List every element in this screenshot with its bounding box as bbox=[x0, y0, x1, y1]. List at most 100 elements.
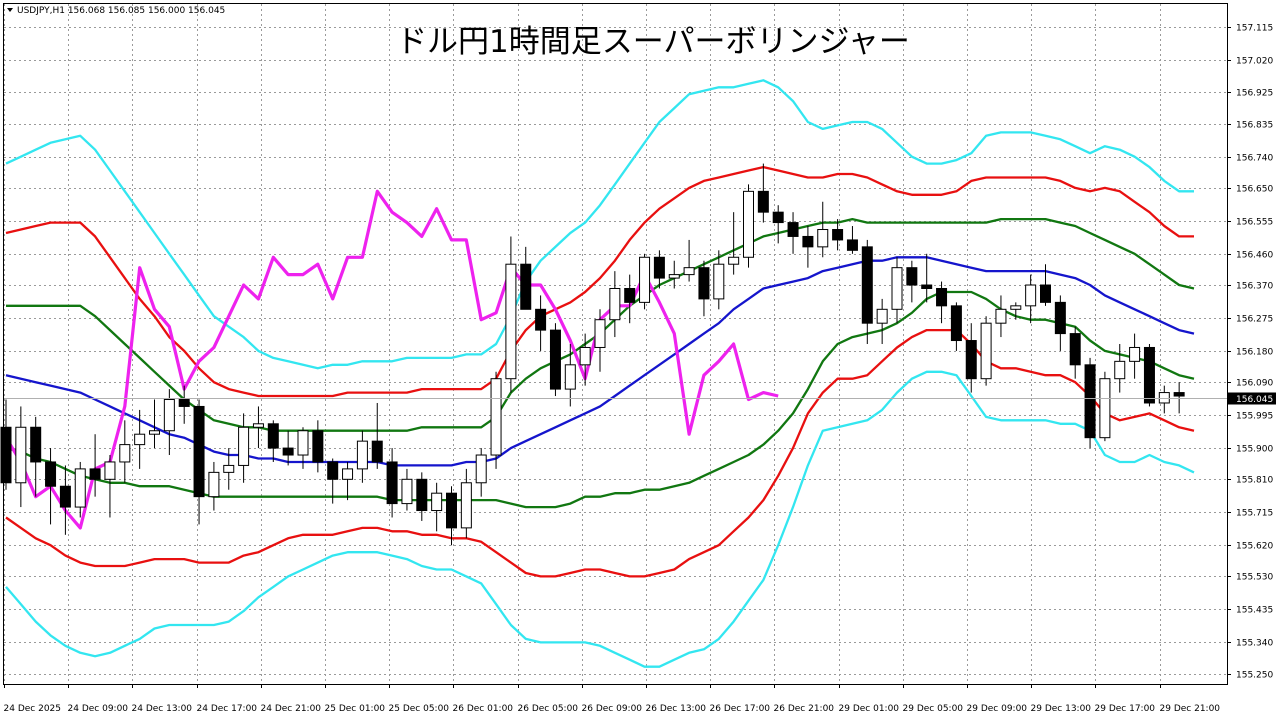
candle-body bbox=[802, 235, 814, 248]
candle-body bbox=[89, 468, 101, 480]
chart-title: ドル円1時間足スーパーボリンジャー bbox=[396, 24, 910, 60]
time-tick-label: 29 Dec 21:00 bbox=[1160, 704, 1221, 714]
time-tick-label: 25 Dec 05:00 bbox=[389, 704, 450, 714]
candlesticks bbox=[0, 163, 1185, 546]
candle bbox=[743, 184, 754, 268]
candle bbox=[698, 260, 710, 317]
band-+2σ bbox=[5, 165, 1194, 398]
price-tick-label: 156.650 bbox=[1236, 185, 1273, 195]
candle-body bbox=[950, 305, 962, 342]
candle bbox=[238, 413, 250, 483]
candle-body bbox=[45, 461, 57, 487]
candle-body bbox=[728, 256, 740, 265]
price-tick-label: 156.835 bbox=[1236, 121, 1273, 131]
candle bbox=[1129, 333, 1141, 379]
candle bbox=[446, 486, 457, 546]
candle-body bbox=[1054, 301, 1066, 335]
time-tick-label: 29 Dec 09:00 bbox=[967, 704, 1028, 714]
candle-body bbox=[668, 274, 680, 279]
candle-body bbox=[594, 319, 606, 348]
candle-body bbox=[15, 426, 27, 484]
candle-body bbox=[104, 461, 116, 480]
price-tick-label: 155.620 bbox=[1236, 542, 1273, 552]
candle bbox=[312, 420, 324, 473]
band--3σ bbox=[5, 370, 1195, 668]
time-tick-label: 26 Dec 01:00 bbox=[453, 704, 514, 714]
candle bbox=[252, 406, 264, 449]
candle-body bbox=[490, 378, 502, 456]
candle bbox=[134, 409, 146, 469]
candle bbox=[1025, 274, 1037, 324]
candle-body bbox=[891, 267, 903, 310]
candle bbox=[564, 344, 576, 407]
band--2σ bbox=[5, 328, 1195, 578]
price-tick-label: 156.090 bbox=[1236, 379, 1273, 389]
candle bbox=[1054, 295, 1066, 351]
candle bbox=[995, 295, 1007, 338]
candle-body bbox=[906, 267, 918, 286]
time-tick-label: 24 Dec 2025 bbox=[4, 704, 62, 714]
candle-body bbox=[238, 426, 250, 466]
candle bbox=[1099, 371, 1111, 442]
candle-body bbox=[579, 346, 591, 366]
symbol-menu-icon[interactable] bbox=[7, 8, 13, 12]
price-tick-label: 156.180 bbox=[1236, 348, 1273, 358]
candle-body bbox=[936, 287, 948, 307]
time-tick-label: 24 Dec 17:00 bbox=[197, 704, 258, 714]
current-price-tag bbox=[1228, 392, 1276, 405]
time-tick-label: 26 Dec 17:00 bbox=[710, 704, 771, 714]
candle-body bbox=[475, 454, 487, 484]
candle-body bbox=[342, 468, 354, 480]
candle-body bbox=[371, 440, 383, 463]
candle-body bbox=[817, 229, 829, 248]
candle bbox=[980, 316, 992, 386]
candle-body bbox=[683, 267, 695, 276]
candle bbox=[282, 430, 294, 466]
candle-body bbox=[772, 211, 784, 224]
price-tick-label: 155.340 bbox=[1236, 639, 1273, 649]
candle-body bbox=[267, 423, 279, 449]
candle-body bbox=[832, 229, 844, 241]
candle bbox=[579, 333, 591, 386]
candle-body bbox=[965, 340, 977, 380]
candle bbox=[297, 427, 309, 469]
price-tick-label: 156.555 bbox=[1236, 218, 1273, 228]
candle-body bbox=[431, 492, 443, 512]
time-tick-label: 29 Dec 17:00 bbox=[1095, 704, 1156, 714]
candle bbox=[223, 448, 235, 490]
candle bbox=[505, 236, 517, 393]
price-tick-label: 155.530 bbox=[1236, 573, 1273, 583]
candle bbox=[1084, 357, 1096, 449]
candle bbox=[327, 458, 339, 504]
candle bbox=[178, 385, 190, 424]
candle bbox=[906, 260, 918, 303]
candle-body bbox=[0, 426, 12, 484]
candle bbox=[119, 420, 131, 483]
candle-body bbox=[639, 256, 651, 303]
candle-body bbox=[386, 461, 398, 505]
candle-body bbox=[520, 263, 532, 310]
candle bbox=[1158, 385, 1170, 414]
candle-body bbox=[1143, 346, 1155, 404]
candle bbox=[475, 448, 487, 497]
candle-body bbox=[1025, 284, 1037, 307]
candle-body bbox=[1040, 284, 1051, 303]
candle-body bbox=[980, 322, 992, 380]
candle bbox=[594, 309, 606, 372]
price-tick-label: 155.900 bbox=[1236, 445, 1273, 455]
candle-body bbox=[1010, 305, 1022, 310]
candle-body bbox=[846, 239, 858, 251]
candle bbox=[713, 250, 725, 310]
price-tick-label: 157.115 bbox=[1236, 24, 1273, 34]
candle bbox=[832, 219, 844, 251]
candle-body bbox=[787, 222, 799, 237]
candle-body bbox=[995, 308, 1007, 324]
time-tick-label: 26 Dec 13:00 bbox=[646, 704, 707, 714]
candle bbox=[59, 465, 71, 535]
candle-body bbox=[297, 430, 309, 456]
candle-body bbox=[446, 492, 457, 529]
candle-body bbox=[743, 190, 754, 258]
candle bbox=[772, 205, 784, 244]
